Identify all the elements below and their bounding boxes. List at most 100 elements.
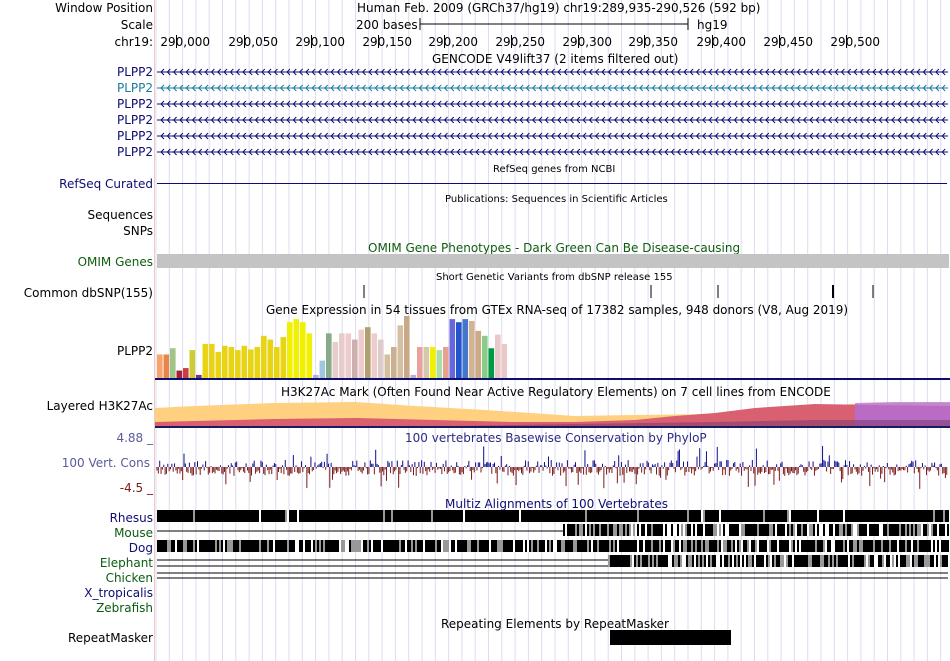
gencode-transcript-label[interactable]: PLPP2 — [116, 81, 153, 95]
publications-sequences-label[interactable]: Sequences — [87, 208, 153, 222]
repeat-element[interactable] — [610, 630, 731, 645]
alignment-block — [569, 510, 571, 522]
omim-gene-bar[interactable] — [157, 254, 949, 268]
multiz-alignments[interactable] — [155, 509, 950, 615]
alignment-block — [535, 540, 537, 552]
gencode-transcript-label[interactable]: PLPP2 — [116, 97, 153, 111]
phylop-wiggle[interactable] — [155, 444, 950, 494]
alignment-block — [507, 510, 509, 522]
multiz-species-label[interactable]: Chicken — [105, 571, 153, 585]
alignment-block — [911, 510, 913, 522]
alignment-block — [627, 524, 629, 536]
common-dbsnp-label[interactable]: Common dbSNP(155) — [23, 286, 153, 300]
alignment-block — [737, 540, 739, 552]
alignment-block — [197, 540, 199, 552]
alignment-block — [753, 524, 755, 536]
alignment-block — [585, 524, 587, 536]
alignment-block — [801, 540, 803, 552]
alignment-block — [621, 540, 623, 552]
alignment-block — [943, 510, 945, 522]
alignment-block — [539, 510, 541, 522]
gencode-transcripts[interactable] — [155, 64, 950, 160]
multiz-species-label[interactable]: Zebrafish — [96, 601, 153, 615]
h3k27ac-label[interactable]: Layered H3K27Ac — [46, 399, 153, 413]
alignment-block — [909, 524, 911, 536]
h3k27ac-signal[interactable] — [155, 398, 950, 428]
multiz-species-label[interactable]: X_tropicalis — [84, 586, 153, 600]
alignment-block — [325, 510, 327, 522]
alignment-block — [213, 510, 215, 522]
multiz-species-label[interactable]: Dog — [128, 541, 153, 555]
alignment-block — [555, 510, 557, 522]
alignment-block — [941, 524, 943, 536]
alignment-block — [877, 524, 879, 536]
alignment-block — [667, 524, 669, 536]
alignment-block — [685, 540, 687, 552]
alignment-block — [871, 510, 873, 522]
alignment-block — [609, 510, 611, 522]
alignment-block — [924, 555, 926, 567]
alignment-block — [903, 540, 905, 552]
alignment-block — [803, 524, 805, 536]
alignment-block — [844, 555, 846, 567]
phylop-track-label[interactable]: 100 Vert. Cons — [61, 456, 150, 470]
omim-track-title: OMIM Gene Phenotypes - Dark Green Can Be… — [368, 241, 741, 255]
alignment-block — [887, 524, 889, 536]
multiz-species-label[interactable]: Mouse — [114, 526, 153, 540]
alignment-block — [717, 524, 719, 536]
alignment-block — [445, 540, 447, 552]
alignment-block — [509, 510, 511, 522]
alignment-block — [696, 555, 698, 567]
alignment-block — [826, 555, 828, 567]
alignment-block — [419, 510, 421, 522]
alignment-block — [790, 555, 792, 567]
multiz-species-label[interactable]: Rhesus — [109, 511, 153, 525]
gencode-transcript-label[interactable]: PLPP2 — [116, 129, 153, 143]
refseq-gene-line[interactable] — [157, 183, 947, 184]
gencode-transcript-label[interactable]: PLPP2 — [116, 113, 153, 127]
alignment-block — [703, 524, 705, 536]
alignment-block — [437, 540, 439, 552]
alignment-block — [359, 510, 361, 522]
alignment-block — [423, 540, 425, 552]
alignment-block — [447, 510, 449, 522]
ruler-tick — [244, 35, 245, 48]
gtex-gene-label[interactable]: PLPP2 — [116, 344, 153, 358]
alignment-block — [738, 555, 740, 567]
repeatmasker-label[interactable]: RepeatMasker — [67, 631, 153, 645]
alignment-block — [337, 540, 339, 552]
alignment-block — [259, 540, 261, 552]
alignment-block — [892, 555, 894, 567]
alignment-block — [331, 540, 333, 552]
alignment-block — [658, 555, 660, 567]
alignment-block — [211, 510, 213, 522]
alignment-block — [823, 524, 825, 536]
dbsnp-variants[interactable] — [155, 285, 950, 300]
alignment-block — [661, 524, 663, 536]
alignment-block — [557, 540, 559, 552]
alignment-block — [882, 555, 884, 567]
gencode-transcript-label[interactable]: PLPP2 — [116, 65, 153, 79]
alignment-block — [894, 555, 896, 567]
alignment-block — [767, 540, 769, 552]
gtex-expression-chart[interactable] — [155, 316, 950, 382]
omim-genes-label[interactable]: OMIM Genes — [77, 255, 153, 269]
gencode-transcript-label[interactable]: PLPP2 — [116, 145, 153, 159]
alignment-block — [823, 510, 825, 522]
alignment-block — [501, 510, 503, 522]
alignment-block — [763, 524, 765, 536]
alignment-block — [333, 510, 335, 522]
gtex-tissue-bar — [449, 319, 456, 378]
alignment-block — [413, 510, 415, 522]
alignment-block — [941, 540, 943, 552]
alignment-block — [279, 540, 281, 552]
multiz-species-label[interactable]: Elephant — [99, 556, 153, 570]
alignment-block — [263, 540, 265, 552]
alignment-block — [465, 510, 467, 522]
publications-snps-label[interactable]: SNPs — [123, 224, 153, 238]
alignment-block — [539, 540, 541, 552]
alignment-block — [593, 524, 595, 536]
alignment-block — [199, 510, 201, 522]
refseq-curated-label[interactable]: RefSeq Curated — [59, 177, 153, 191]
